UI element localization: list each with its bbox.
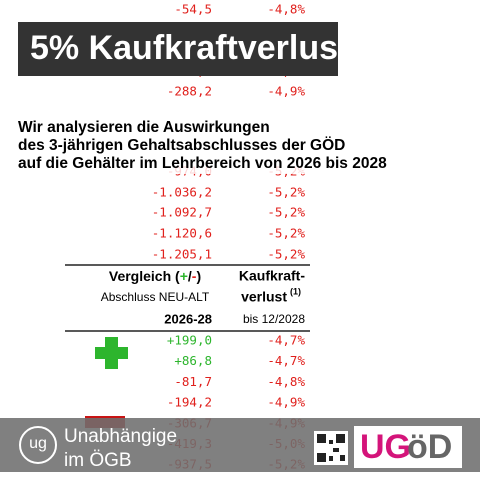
footnote: (1) — [290, 286, 301, 296]
brand: UG — [360, 428, 411, 466]
title: 5% Kaufkraftverlust — [30, 29, 349, 67]
header-part: + — [180, 268, 188, 284]
cell: -4,7% — [267, 353, 305, 368]
cell: -194,2 — [167, 395, 212, 410]
cell: -1.205,1 — [152, 247, 212, 262]
cell: -1.036,2 — [152, 185, 212, 200]
logo-circle — [19, 426, 57, 464]
footer-text: Unabhängige — [64, 426, 177, 447]
cell: +86,8 — [174, 353, 212, 368]
column-period: 2026-28 — [164, 311, 212, 326]
cell: -81,7 — [174, 374, 212, 389]
column-subheader: Abschluss NEU-ALT — [101, 290, 210, 304]
cell: -5,2% — [267, 226, 305, 241]
subtitle: auf die Gehälter im Lehrbereich von 2026… — [18, 155, 387, 172]
qr-code — [314, 431, 348, 465]
cell: -5,2% — [267, 205, 305, 220]
header-part: - — [192, 268, 197, 284]
cell: -1.120,6 — [152, 226, 212, 241]
cell: -5,2% — [267, 185, 305, 200]
cell: -54,5 — [174, 2, 212, 17]
cell: -4,8% — [267, 2, 305, 17]
logo-text: ug — [29, 435, 47, 452]
footer-text: im ÖGB — [64, 450, 132, 471]
cell: -288,2 — [167, 84, 212, 99]
column-header: Vergleich (+/-) — [109, 268, 201, 284]
column-period: bis 12/2028 — [243, 312, 305, 326]
column-header: Kaufkraft- — [239, 268, 305, 284]
brand: öD — [407, 428, 452, 466]
cell: -4,9% — [267, 395, 305, 410]
cell: -4,8% — [267, 374, 305, 389]
header-part: / — [188, 268, 192, 284]
column-header: verlust — [241, 289, 287, 305]
subtitle: des 3-jährigen Gehaltsabschlusses der GÖ… — [18, 137, 345, 154]
cell: +199,0 — [167, 333, 212, 348]
cell: -4,9% — [267, 84, 305, 99]
cell: -5,2% — [267, 247, 305, 262]
subtitle: Wir analysieren die Auswirkungen — [18, 119, 270, 136]
header-part: Vergleich ( — [109, 268, 180, 284]
cell: -4,7% — [267, 333, 305, 348]
title-box — [18, 22, 338, 76]
header-part: ) — [196, 268, 201, 284]
plus-icon — [95, 337, 128, 369]
cell: -1.092,7 — [152, 205, 212, 220]
subtitle-backdrop — [14, 114, 394, 174]
brand-box — [354, 426, 462, 468]
